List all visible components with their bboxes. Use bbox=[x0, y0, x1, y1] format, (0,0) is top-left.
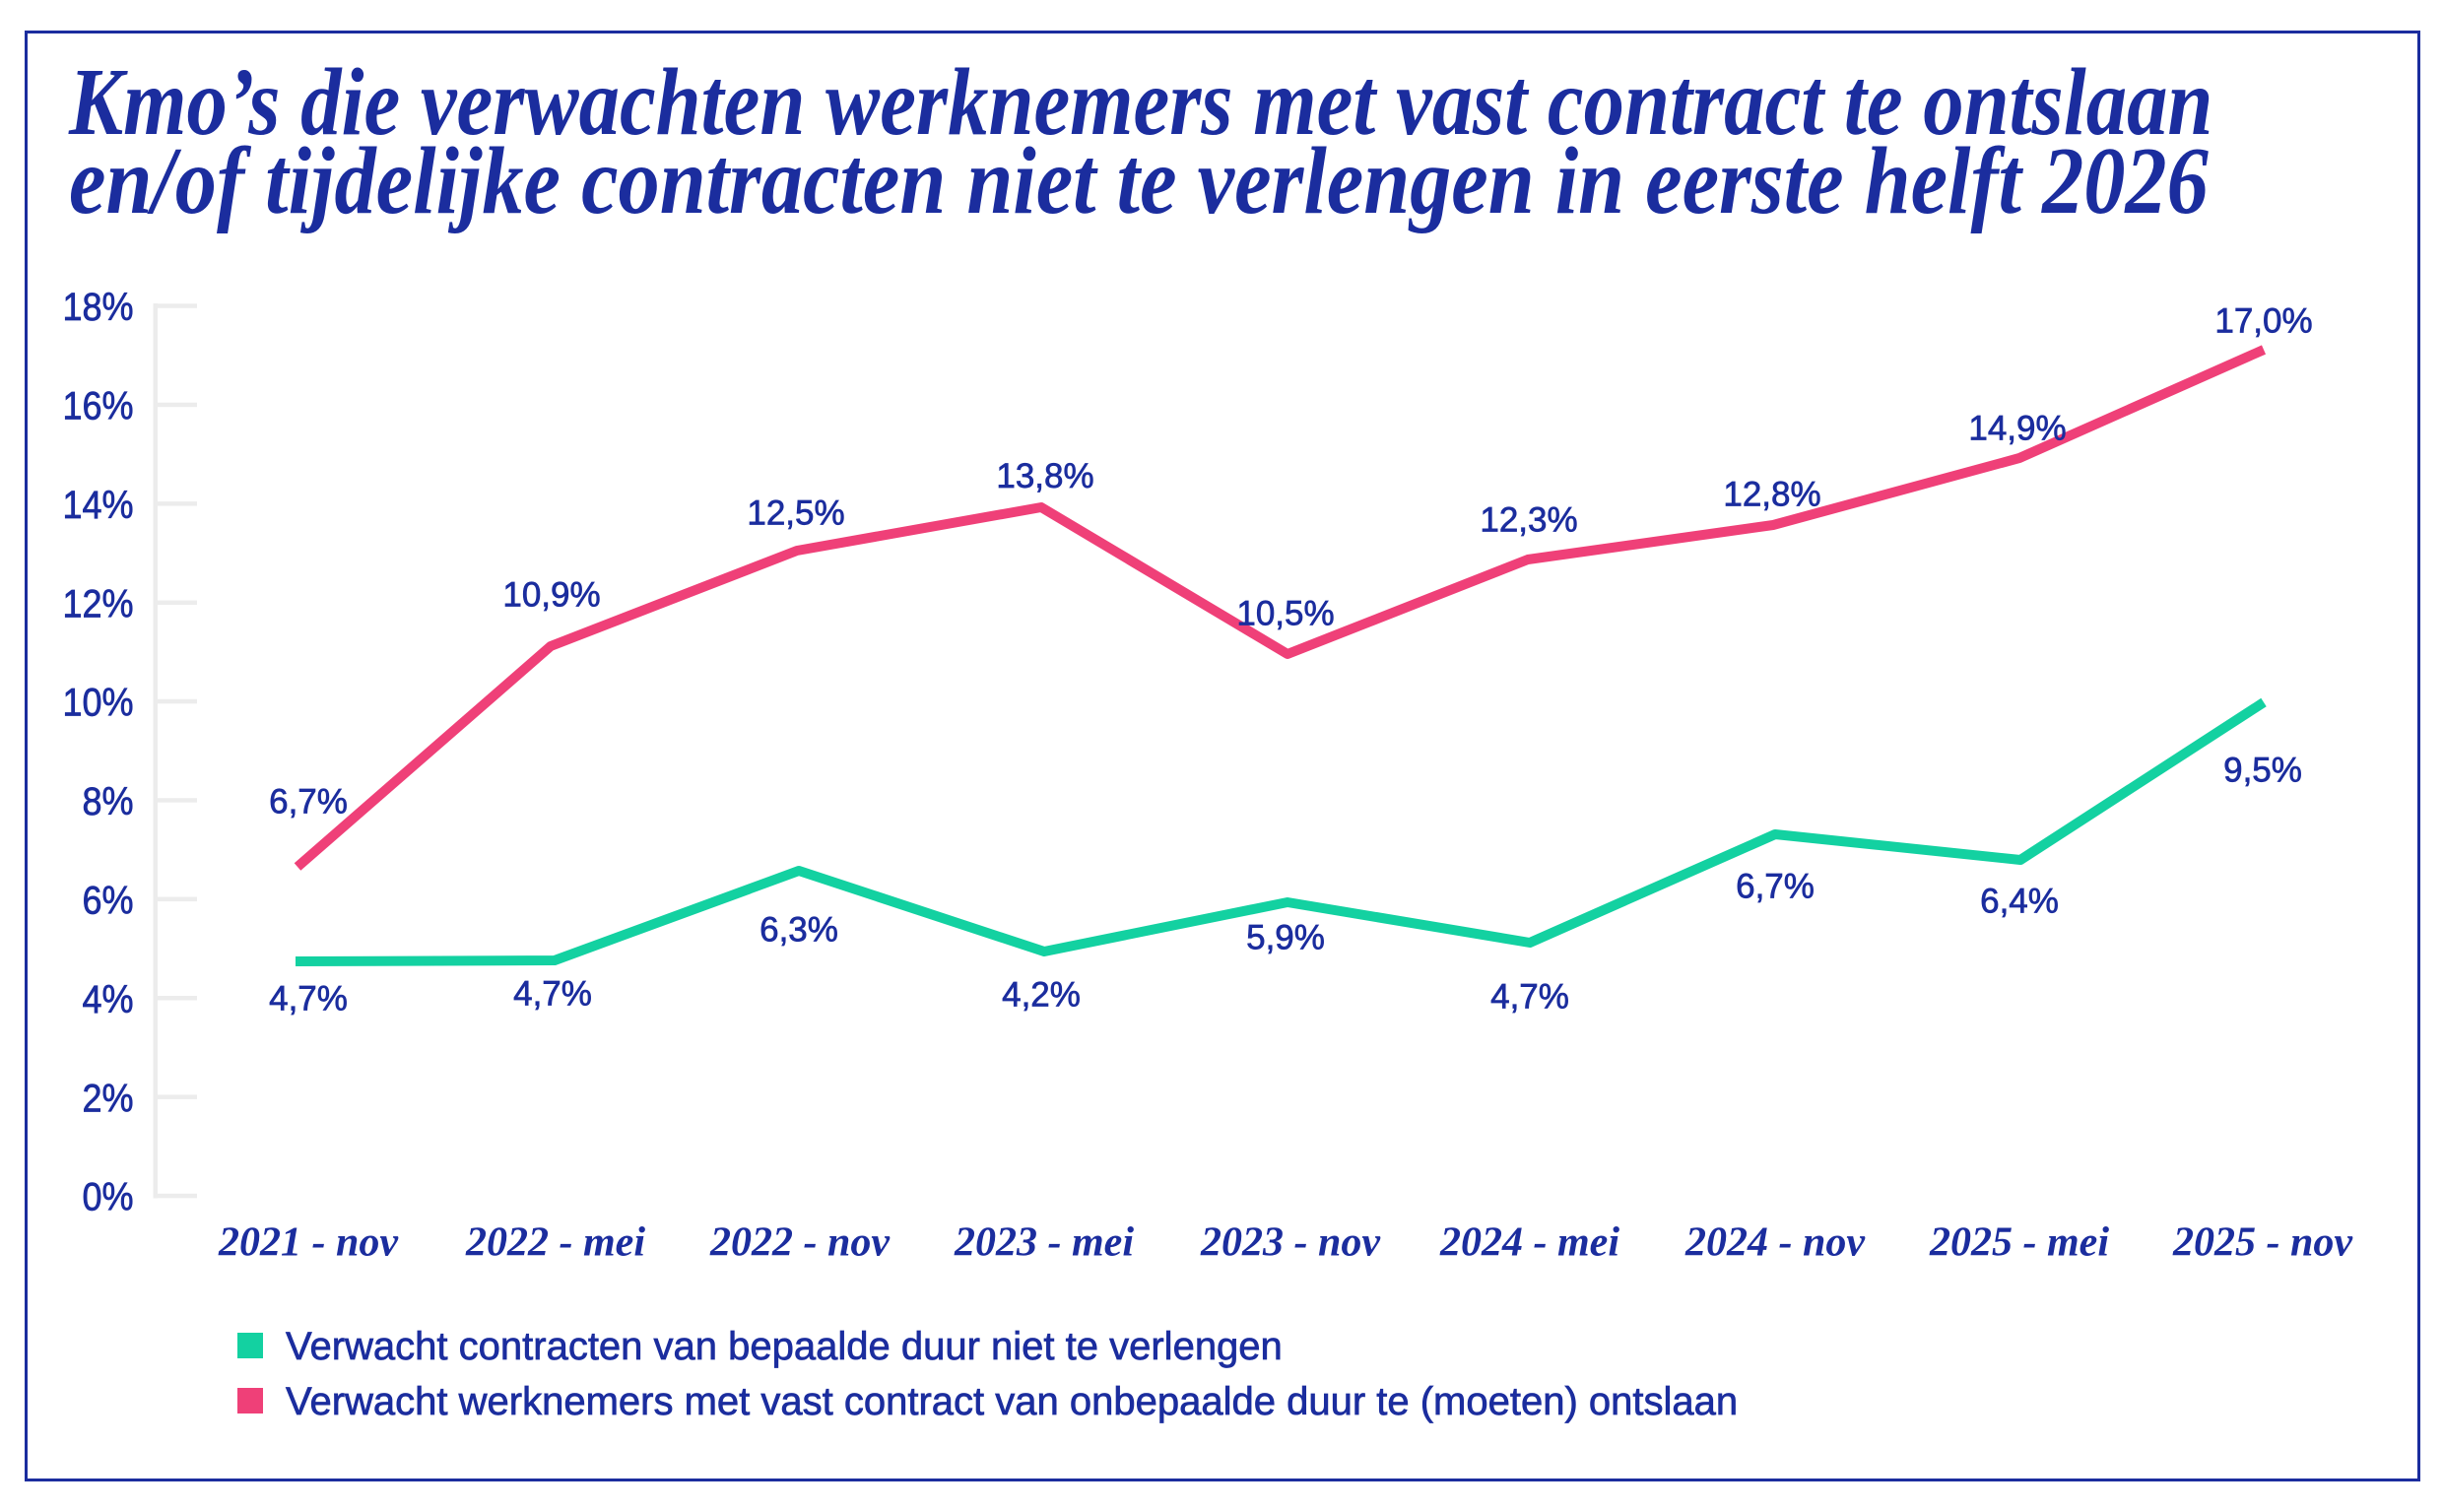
svg-text:4,7%: 4,7% bbox=[1490, 978, 1569, 1017]
svg-text:12,5%: 12,5% bbox=[747, 494, 844, 533]
svg-text:2%: 2% bbox=[82, 1078, 133, 1121]
svg-text:Verwacht contracten van bepaal: Verwacht contracten van bepaalde duur ni… bbox=[286, 1325, 1283, 1368]
svg-text:4,7%: 4,7% bbox=[513, 975, 592, 1014]
svg-text:6,7%: 6,7% bbox=[1736, 868, 1815, 906]
svg-text:6,3%: 6,3% bbox=[759, 911, 838, 950]
svg-text:14%: 14% bbox=[62, 484, 133, 527]
svg-text:10%: 10% bbox=[62, 682, 133, 725]
svg-text:2021 - nov: 2021 - nov bbox=[218, 1220, 399, 1266]
svg-text:0%: 0% bbox=[82, 1176, 133, 1219]
svg-text:2022 - nov: 2022 - nov bbox=[709, 1220, 891, 1266]
svg-text:12,8%: 12,8% bbox=[1723, 476, 1820, 514]
svg-text:2024 - nov: 2024 - nov bbox=[1684, 1220, 1866, 1266]
svg-text:12%: 12% bbox=[62, 583, 133, 626]
svg-text:4,2%: 4,2% bbox=[1002, 976, 1081, 1015]
svg-text:2025 - mei: 2025 - mei bbox=[1929, 1220, 2109, 1266]
svg-text:6%: 6% bbox=[82, 880, 133, 923]
svg-text:4%: 4% bbox=[82, 978, 133, 1021]
svg-text:Verwacht werknemers met vast c: Verwacht werknemers met vast contract va… bbox=[286, 1380, 1738, 1423]
svg-text:14,9%: 14,9% bbox=[1968, 410, 2066, 448]
svg-text:2023 - nov: 2023 - nov bbox=[1200, 1220, 1381, 1266]
svg-text:18%: 18% bbox=[62, 287, 133, 330]
svg-text:2024 - mei: 2024 - mei bbox=[1439, 1220, 1619, 1266]
svg-text:2023 - mei: 2023 - mei bbox=[954, 1220, 1134, 1266]
svg-text:10,5%: 10,5% bbox=[1236, 595, 1334, 633]
svg-text:16%: 16% bbox=[62, 385, 133, 428]
svg-text:4,7%: 4,7% bbox=[269, 980, 348, 1019]
svg-text:5,9%: 5,9% bbox=[1246, 919, 1325, 957]
svg-text:en/of tijdelijke contracten ni: en/of tijdelijke contracten niet te verl… bbox=[69, 128, 2209, 234]
svg-text:2025 - nov: 2025 - nov bbox=[2172, 1220, 2353, 1266]
svg-text:8%: 8% bbox=[82, 780, 133, 823]
svg-text:2022 - mei: 2022 - mei bbox=[465, 1220, 645, 1266]
svg-text:9,5%: 9,5% bbox=[2223, 752, 2302, 790]
svg-text:17,0%: 17,0% bbox=[2214, 302, 2312, 341]
svg-text:Kmo’s die verwachten werknemer: Kmo’s die verwachten werknemers met vast… bbox=[68, 50, 2212, 156]
svg-text:6,7%: 6,7% bbox=[269, 783, 348, 822]
svg-text:10,9%: 10,9% bbox=[502, 576, 600, 615]
svg-text:6,4%: 6,4% bbox=[1980, 883, 2059, 921]
svg-text:12,3%: 12,3% bbox=[1480, 501, 1577, 540]
svg-text:13,8%: 13,8% bbox=[996, 457, 1093, 495]
